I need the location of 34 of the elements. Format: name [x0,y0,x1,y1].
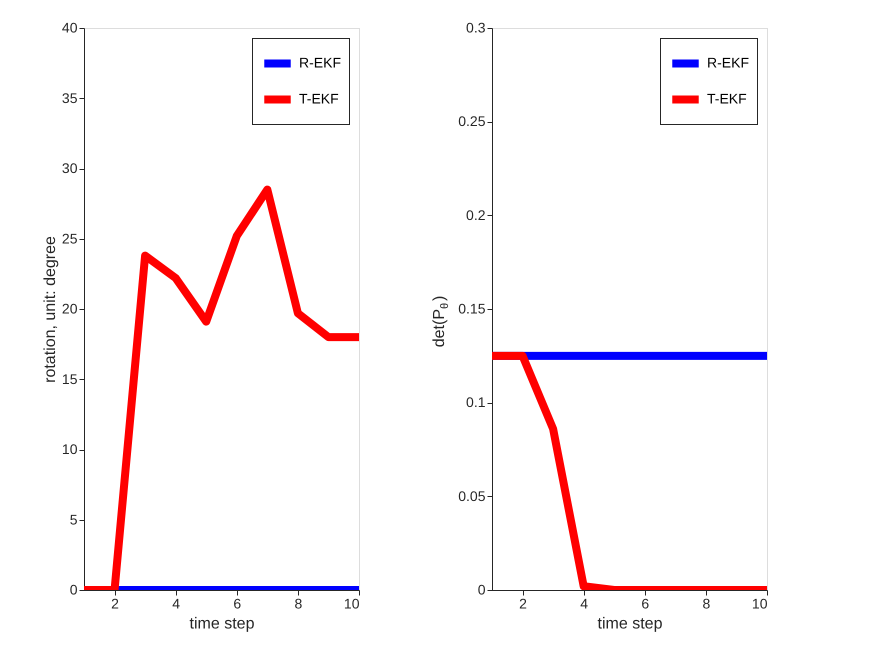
x-tick-label: 8 [702,596,710,612]
y-tick-label: 20 [62,300,78,316]
x-tick-label: 10 [752,596,768,612]
x-tick-label: 6 [233,596,242,612]
x-tick-label: 6 [641,596,650,612]
x-tick-label: 4 [580,596,588,612]
y-tick-label: 40 [62,20,78,36]
y-tick-label: 30 [62,160,78,176]
x-tick-label: 2 [519,596,528,612]
y-tick-label: 0 [478,582,486,598]
y-tick-label: 0.15 [458,300,486,316]
y-tick-label: 0.3 [466,20,486,36]
legend-label: R-EKF [299,54,341,70]
x-tick-label: 4 [172,596,180,612]
y-tick-label: 0.2 [466,206,486,223]
y-tick-label: 25 [62,230,78,246]
y-tick-label: 10 [62,441,78,457]
x-tick-label: 2 [111,596,120,612]
y-tick-label: 35 [62,90,78,106]
y-tick-label: 0.25 [458,113,486,130]
x-axis-title: time step [598,616,663,632]
legend-label: T-EKF [707,90,747,106]
legend-label: R-EKF [707,54,749,70]
x-tick-label: 10 [344,596,360,612]
y-tick-label: 0.1 [466,394,486,410]
y-axis-title: rotation, unit: degree [42,236,59,383]
x-axis-title: time step [190,616,255,632]
y-tick-label: 15 [62,370,78,387]
x-tick-label: 8 [294,596,302,612]
y-axis-title: det(Pθ) [431,296,451,348]
y-tick-label: 5 [70,511,78,528]
y-tick-label: 0 [70,582,78,598]
y-tick-label: 0.05 [458,488,486,504]
legend-label: T-EKF [299,90,339,106]
